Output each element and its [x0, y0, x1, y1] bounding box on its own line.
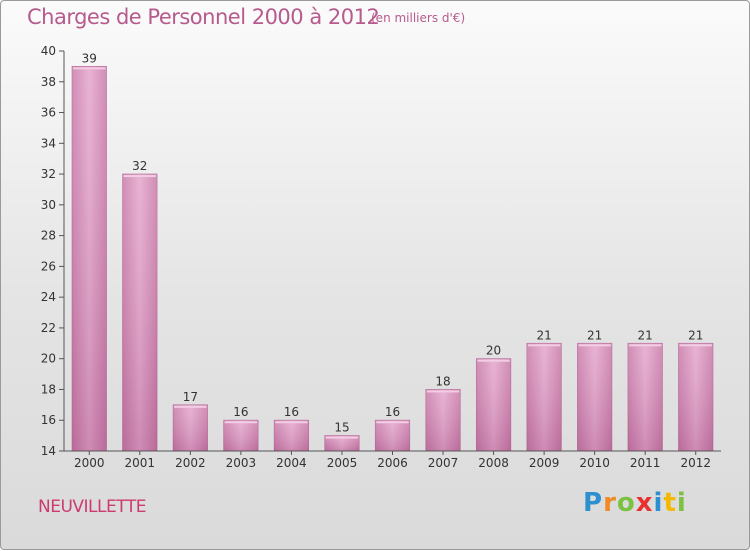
bar-highlight [73, 67, 106, 70]
chart-title: Charges de Personnel 2000 à 2012 [27, 5, 380, 29]
bar-shade [173, 404, 208, 451]
y-tick-label: 18 [41, 382, 56, 396]
bar-shade [425, 389, 461, 451]
bar-shade [274, 420, 309, 451]
data-label: 21 [536, 328, 551, 342]
bar-shade [72, 66, 107, 451]
bar-shade [577, 343, 612, 451]
data-label: 20 [486, 344, 501, 358]
data-label: 16 [385, 405, 400, 419]
data-label: 17 [183, 390, 198, 404]
data-label: 18 [435, 374, 450, 388]
bar-shade [324, 435, 360, 451]
x-tick-label: 2008 [478, 456, 509, 470]
x-tick-label: 2007 [428, 456, 459, 470]
data-label: 21 [638, 328, 653, 342]
x-tick-label: 2004 [276, 456, 307, 470]
y-axis: 14 16 18 20 22 24 26 28 30 32 34 36 38 40 [41, 44, 65, 458]
data-label: 21 [688, 328, 703, 342]
chart-subtitle: (en milliers d'€) [371, 11, 466, 25]
data-label: 16 [284, 405, 299, 419]
bar-shade [526, 343, 562, 451]
x-axis: 2000 2001 2002 2003 2004 2005 2006 2007 2008 2009… [64, 450, 721, 470]
logo-letter: P [583, 488, 604, 518]
y-tick-label: 32 [41, 167, 56, 181]
bar-highlight [224, 421, 258, 424]
bar-shade [476, 358, 511, 451]
x-tick-label: 2012 [680, 456, 711, 470]
bar-highlight [123, 175, 156, 178]
x-tick-label: 2002 [175, 456, 206, 470]
bars [71, 65, 714, 452]
x-tick-label: 2009 [529, 456, 560, 470]
bar-shade [628, 343, 663, 451]
data-label: 39 [82, 51, 97, 65]
bar-highlight [477, 359, 510, 362]
data-label: 15 [334, 421, 349, 435]
x-tick-label: 2003 [226, 456, 257, 470]
x-tick-label: 2000 [74, 456, 105, 470]
x-tick-label: 2010 [579, 456, 610, 470]
bar-highlight [426, 390, 460, 393]
y-tick-label: 16 [41, 413, 56, 427]
bar-highlight [679, 344, 712, 347]
bar-highlight [629, 344, 662, 347]
x-tick-label: 2005 [327, 456, 358, 470]
y-tick-label: 30 [41, 198, 56, 212]
data-label: 21 [587, 328, 602, 342]
y-tick-label: 40 [41, 44, 56, 58]
x-tick-label: 2011 [630, 456, 661, 470]
bar-shade [375, 420, 410, 451]
y-tick-label: 28 [41, 229, 56, 243]
bar-highlight [578, 344, 611, 347]
bar-highlight [527, 344, 561, 347]
data-labels: 39 32 17 16 16 15 16 18 20 21 21 21 21 [82, 51, 704, 434]
bar-highlight [376, 421, 409, 424]
bar-shade [678, 343, 713, 451]
logo-letter: r [603, 488, 617, 518]
y-tick-label: 24 [41, 290, 56, 304]
data-label: 32 [132, 159, 147, 173]
y-tick-label: 22 [41, 321, 56, 335]
y-tick-label: 38 [41, 75, 56, 89]
x-tick-label: 2006 [377, 456, 408, 470]
logo-letter: x [635, 488, 654, 518]
y-tick-label: 34 [41, 136, 56, 150]
logo-letter: i [653, 488, 664, 518]
proxiti-logo: Proxiti [583, 488, 687, 518]
bar-highlight [174, 405, 207, 408]
commune-name: NEUVILLETTE [38, 497, 146, 517]
x-tick-label: 2001 [125, 456, 156, 470]
y-tick-label: 14 [41, 444, 56, 458]
y-tick-label: 20 [41, 352, 56, 366]
logo-letter: o [616, 488, 636, 518]
logo-letter: t [663, 488, 677, 518]
logo-letter: i [676, 488, 687, 518]
data-label: 16 [233, 405, 248, 419]
bar-highlight [325, 436, 359, 439]
bar-shade [122, 174, 157, 452]
bar-shade [223, 420, 259, 451]
bar-highlight [275, 421, 308, 424]
y-tick-label: 26 [41, 259, 56, 273]
y-tick-label: 36 [41, 106, 56, 120]
